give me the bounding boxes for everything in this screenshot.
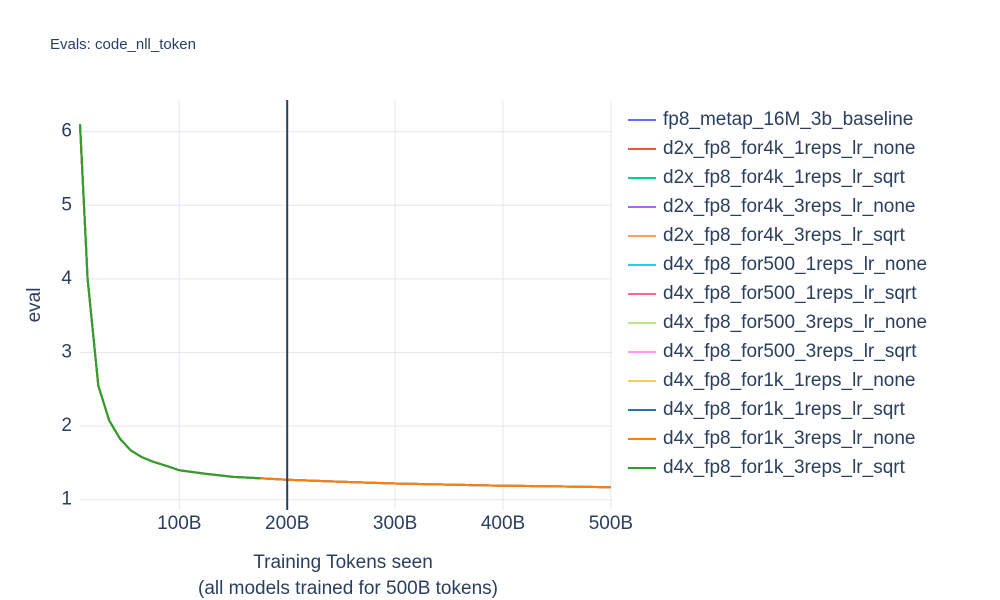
y-tick-label: 4	[61, 268, 72, 289]
x-tick-label: 300B	[373, 513, 417, 534]
y-tick-label: 1	[61, 489, 72, 510]
x-tick-label: 200B	[265, 513, 309, 534]
legend-label[interactable]: d4x_fp8_for1k_1reps_lr_none	[663, 370, 915, 391]
chart-title: Evals: code_nll_token	[50, 36, 196, 53]
y-tick-label: 5	[61, 194, 72, 215]
y-tick-label: 2	[61, 415, 72, 436]
legend-label[interactable]: d2x_fp8_for4k_1reps_lr_sqrt	[663, 167, 906, 188]
legend-label[interactable]: d4x_fp8_for500_1reps_lr_sqrt	[663, 283, 917, 304]
legend-label[interactable]: fp8_metap_16M_3b_baseline	[663, 109, 913, 130]
legend-label[interactable]: d4x_fp8_for1k_3reps_lr_sqrt	[663, 457, 906, 478]
line	[79, 124, 261, 480]
x-axis-title: Training Tokens seen	[253, 552, 433, 573]
legend-label[interactable]: d2x_fp8_for4k_3reps_lr_none	[663, 196, 915, 217]
y-axis-title: eval	[24, 288, 45, 323]
x-tick-label: 100B	[157, 513, 201, 534]
legend-label[interactable]: d4x_fp8_for500_3reps_lr_none	[663, 312, 927, 333]
y-tick-label: 6	[61, 121, 72, 142]
y-tick-label: 3	[61, 341, 72, 362]
x-axis-title: (all models trained for 500B tokens)	[198, 578, 498, 599]
legend-label[interactable]: d2x_fp8_for4k_3reps_lr_sqrt	[663, 225, 906, 246]
legend-label[interactable]: d4x_fp8_for1k_3reps_lr_none	[663, 428, 915, 449]
x-tick-label: 400B	[481, 513, 525, 534]
legend-label[interactable]: d2x_fp8_for4k_1reps_lr_none	[663, 138, 915, 159]
legend-label[interactable]: d4x_fp8_for500_3reps_lr_sqrt	[663, 341, 917, 362]
x-tick-label: 500B	[589, 513, 633, 534]
legend-label[interactable]: d4x_fp8_for500_1reps_lr_none	[663, 254, 927, 275]
legend-label[interactable]: d4x_fp8_for1k_1reps_lr_sqrt	[663, 399, 906, 420]
